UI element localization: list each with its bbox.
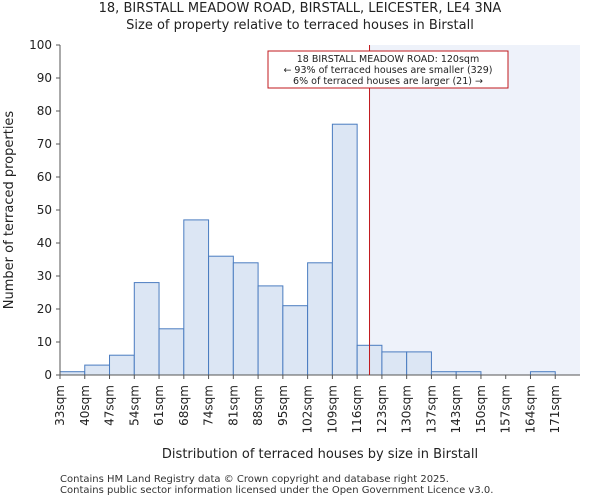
y-tick-label: 0 bbox=[44, 368, 52, 382]
y-tick-label: 100 bbox=[29, 38, 52, 52]
y-tick-label: 40 bbox=[37, 236, 52, 250]
y-tick-label: 10 bbox=[37, 335, 52, 349]
larger-properties-shade bbox=[369, 45, 580, 375]
bar-54sqm bbox=[133, 282, 160, 376]
bar-102sqm bbox=[307, 262, 333, 376]
x-tick-label: 102sqm bbox=[301, 385, 315, 433]
x-tick-label: 143sqm bbox=[449, 385, 463, 433]
x-tick-label: 157sqm bbox=[499, 385, 513, 433]
x-tick-label: 137sqm bbox=[424, 385, 438, 433]
bar-68sqm bbox=[183, 219, 210, 376]
y-tick-label: 30 bbox=[37, 269, 52, 283]
x-tick-label: 47sqm bbox=[103, 385, 117, 426]
x-tick-label: 164sqm bbox=[523, 385, 537, 433]
y-tick-label: 90 bbox=[37, 71, 52, 85]
y-axis-label: Number of terraced properties bbox=[2, 111, 17, 310]
bar-95sqm bbox=[282, 305, 309, 376]
x-tick-label: 74sqm bbox=[202, 385, 216, 426]
bar-130sqm bbox=[406, 351, 432, 376]
chart-title: 18, BIRSTALL MEADOW ROAD, BIRSTALL, LEIC… bbox=[98, 1, 502, 16]
x-tick-label: 40sqm bbox=[78, 385, 92, 426]
annotation-line: 18 BIRSTALL MEADOW ROAD: 120sqm bbox=[297, 54, 479, 65]
x-tick-label: 54sqm bbox=[127, 385, 141, 426]
annotation-line: 6% of terraced houses are larger (21) → bbox=[293, 76, 483, 87]
annotation-box bbox=[267, 50, 509, 89]
x-tick-label: 171sqm bbox=[548, 385, 562, 433]
x-tick-label: 81sqm bbox=[226, 385, 240, 426]
footer-line-1: Contains HM Land Registry data © Crown c… bbox=[60, 474, 449, 485]
x-tick-label: 109sqm bbox=[325, 385, 339, 433]
x-tick-label: 33sqm bbox=[53, 385, 67, 426]
y-tick-label: 50 bbox=[37, 203, 52, 217]
bar-74sqm bbox=[208, 255, 234, 376]
bar-81sqm bbox=[232, 262, 259, 376]
x-tick-label: 150sqm bbox=[474, 385, 488, 433]
chart-subtitle: Size of property relative to terraced ho… bbox=[126, 18, 474, 33]
bar-88sqm bbox=[257, 285, 284, 376]
bar-40sqm bbox=[84, 364, 111, 376]
x-tick-label: 116sqm bbox=[350, 385, 364, 433]
y-tick-label: 70 bbox=[37, 137, 52, 151]
y-tick-label: 80 bbox=[37, 104, 52, 118]
x-tick-label: 130sqm bbox=[400, 385, 414, 433]
x-tick-label: 95sqm bbox=[276, 385, 290, 426]
x-tick-label: 68sqm bbox=[177, 385, 191, 426]
y-tick-label: 20 bbox=[37, 302, 52, 316]
x-axis-label: Distribution of terraced houses by size … bbox=[162, 447, 478, 462]
y-tick-label: 60 bbox=[37, 170, 52, 184]
x-tick-label: 123sqm bbox=[375, 385, 389, 433]
footer-line-2: Contains public sector information licen… bbox=[60, 485, 494, 496]
bar-123sqm bbox=[381, 351, 408, 376]
bar-61sqm bbox=[158, 328, 185, 376]
x-tick-label: 61sqm bbox=[152, 385, 166, 426]
x-tick-label: 88sqm bbox=[251, 385, 265, 426]
bar-47sqm bbox=[109, 354, 135, 376]
annotation-line: ← 93% of terraced houses are smaller (32… bbox=[283, 65, 492, 76]
bar-109sqm bbox=[331, 123, 358, 376]
